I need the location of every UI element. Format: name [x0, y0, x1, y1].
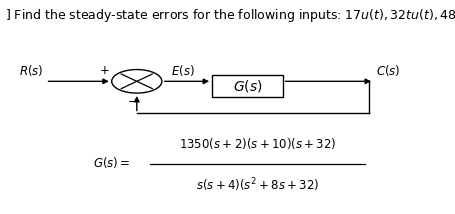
Text: $E(s)$: $E(s)$ [170, 63, 194, 78]
Text: $C(s)$: $C(s)$ [375, 63, 400, 78]
Text: $1350(s+2)(s+10)(s+32)$: $1350(s+2)(s+10)(s+32)$ [178, 136, 336, 151]
Text: $s(s+4)(s^2+8s+32)$: $s(s+4)(s^2+8s+32)$ [196, 177, 318, 194]
Text: $G(s)$: $G(s)$ [232, 78, 262, 94]
Text: −: − [128, 95, 138, 108]
Text: $G(s)=$: $G(s)=$ [92, 155, 130, 170]
Text: ] Find the steady-state errors for the following inputs: $17u(t),32tu(t),48t^2u(: ] Find the steady-state errors for the f… [5, 6, 455, 26]
Text: $R(s)$: $R(s)$ [19, 63, 43, 78]
Text: +: + [99, 64, 109, 77]
FancyBboxPatch shape [212, 75, 282, 97]
